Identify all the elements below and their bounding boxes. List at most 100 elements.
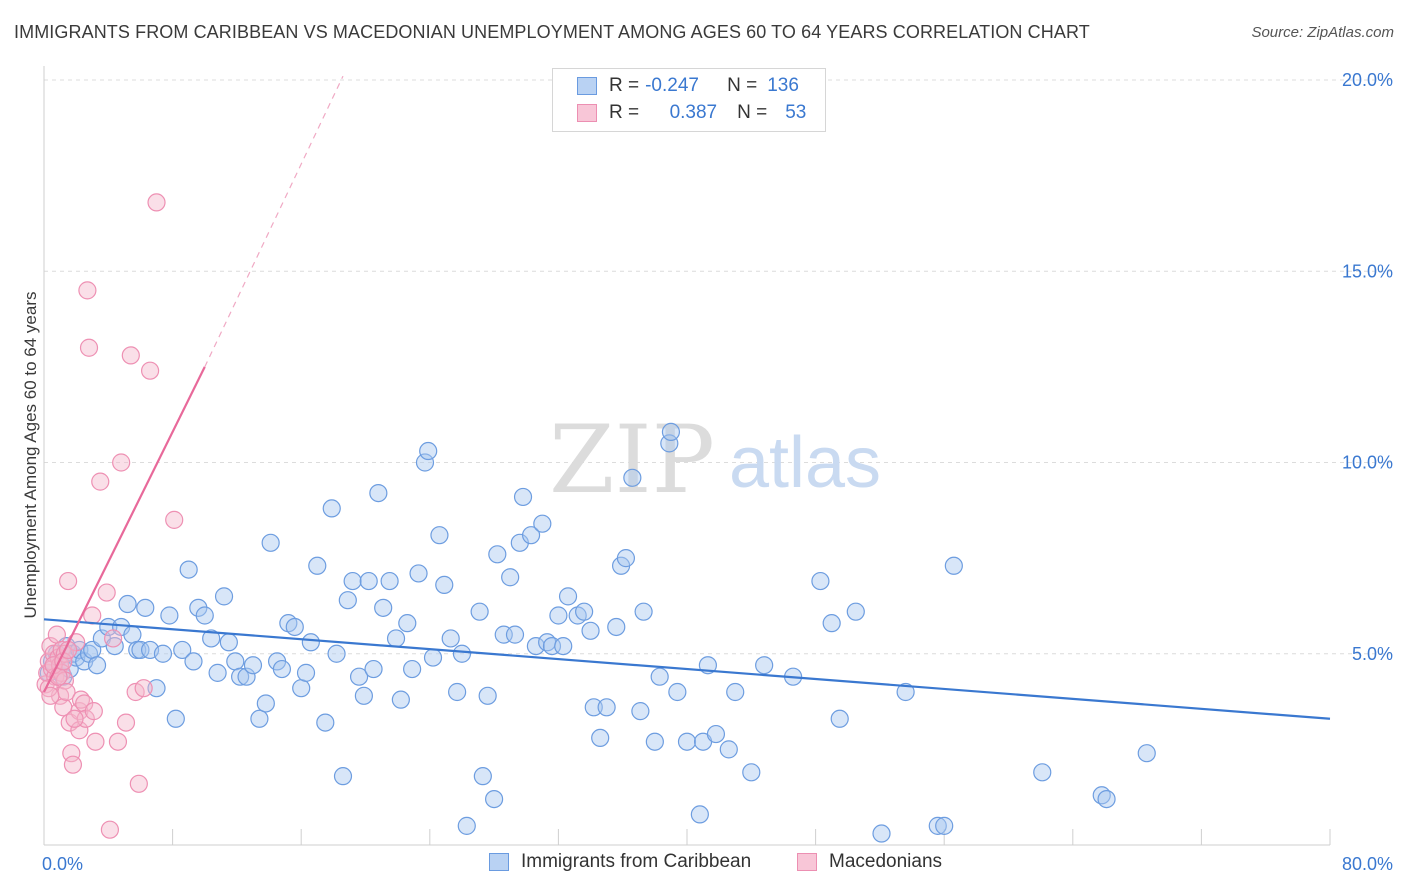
point-caribbean	[616, 549, 636, 568]
point-macedonians	[65, 709, 84, 728]
point-macedonians	[79, 338, 99, 357]
point-macedonians	[62, 744, 81, 763]
point-caribbean	[419, 441, 438, 461]
series-macedonians-points	[36, 193, 184, 839]
point-macedonians	[41, 686, 60, 705]
point-caribbean	[521, 526, 541, 545]
y-tick-label: 15.0%	[1342, 261, 1393, 281]
point-macedonians	[129, 774, 148, 793]
legend-label-caribbean: Immigrants from Caribbean	[521, 851, 752, 872]
point-caribbean	[153, 644, 173, 663]
trend-line-macedonians	[43, 366, 206, 693]
point-caribbean	[623, 468, 642, 487]
point-caribbean	[409, 564, 428, 583]
point-caribbean	[219, 633, 238, 652]
point-caribbean	[105, 636, 124, 656]
point-caribbean	[944, 556, 963, 575]
x-tick-label: 80.0%	[1342, 854, 1393, 874]
stats-row-caribbean: R = -0.247 N = 136	[577, 74, 799, 98]
trend-extension-macedonians	[204, 75, 344, 368]
point-caribbean	[554, 636, 573, 656]
point-caribbean	[322, 499, 341, 518]
point-caribbean	[316, 713, 335, 732]
point-macedonians	[147, 193, 166, 212]
point-caribbean	[250, 709, 269, 728]
point-caribbean	[386, 629, 406, 648]
point-caribbean	[184, 652, 203, 671]
point-caribbean	[706, 724, 726, 744]
chart-title: IMMIGRANTS FROM CARIBBEAN VS MACEDONIAN …	[14, 22, 1090, 42]
point-caribbean	[505, 625, 525, 644]
point-caribbean	[173, 640, 192, 660]
point-caribbean	[501, 568, 520, 587]
point-caribbean	[631, 702, 650, 721]
point-caribbean	[292, 679, 311, 698]
point-caribbean	[830, 709, 849, 728]
watermark-zip: ZIP	[549, 406, 715, 515]
macedonians-swatch	[577, 104, 597, 122]
point-caribbean	[488, 545, 507, 564]
n-value-macedonians: 53	[785, 102, 807, 123]
point-caribbean	[591, 728, 610, 748]
point-caribbean	[457, 816, 476, 835]
point-macedonians	[83, 606, 102, 625]
point-caribbean	[513, 487, 533, 507]
point-caribbean	[896, 682, 915, 702]
point-caribbean	[364, 659, 383, 679]
point-caribbean	[645, 732, 664, 751]
point-caribbean	[202, 629, 221, 648]
y-tick-labels: 5.0% 10.0% 15.0% 20.0%	[1342, 70, 1393, 664]
point-caribbean	[166, 709, 185, 728]
point-caribbean	[1097, 789, 1116, 809]
point-macedonians	[86, 732, 105, 751]
point-caribbean	[256, 694, 275, 713]
point-caribbean	[415, 453, 435, 472]
point-caribbean	[338, 591, 357, 610]
legend-item-macedonians: Macedonians	[797, 851, 942, 873]
point-caribbean	[452, 644, 472, 663]
point-caribbean	[296, 663, 316, 682]
point-caribbean	[660, 434, 679, 453]
point-macedonians	[121, 346, 140, 365]
point-caribbean	[928, 816, 947, 835]
point-caribbean	[343, 571, 362, 591]
point-macedonians	[91, 472, 110, 491]
trend-line-caribbean	[43, 618, 1331, 720]
point-caribbean	[359, 571, 378, 591]
r-value-macedonians: 0.387	[669, 102, 718, 123]
macedonians-legend-swatch	[797, 853, 817, 871]
x-tick-label: 0.0%	[42, 854, 83, 874]
point-caribbean	[581, 621, 600, 640]
stats-legend: R = -0.247 N = 136 R = 0.387 N = 53	[552, 68, 826, 132]
legend-label-macedonians: Macedonians	[829, 851, 943, 872]
point-caribbean	[226, 652, 245, 671]
point-caribbean	[99, 617, 118, 637]
point-caribbean	[575, 602, 594, 621]
r-label: R =	[609, 75, 640, 96]
source-label: Source: ZipAtlas.com	[1251, 24, 1394, 41]
point-caribbean	[719, 740, 738, 759]
point-caribbean	[214, 587, 234, 606]
point-caribbean	[558, 587, 578, 606]
point-caribbean	[846, 602, 865, 621]
point-caribbean	[327, 644, 346, 663]
point-caribbean	[231, 667, 250, 686]
point-caribbean	[123, 625, 142, 644]
axes	[43, 66, 1331, 846]
point-macedonians	[112, 453, 131, 472]
point-caribbean	[430, 526, 449, 545]
point-caribbean	[742, 763, 761, 782]
point-macedonians	[59, 571, 78, 591]
point-caribbean	[872, 824, 891, 843]
n-label: N =	[727, 75, 758, 96]
point-macedonians	[97, 583, 116, 602]
point-caribbean	[237, 667, 256, 686]
point-caribbean	[398, 614, 417, 633]
point-caribbean	[822, 614, 841, 633]
point-caribbean	[147, 679, 166, 698]
point-caribbean	[87, 656, 107, 675]
point-macedonians	[47, 625, 66, 644]
point-caribbean	[661, 422, 681, 441]
x-tick-labels: 0.0% 80.0%	[42, 854, 1393, 874]
